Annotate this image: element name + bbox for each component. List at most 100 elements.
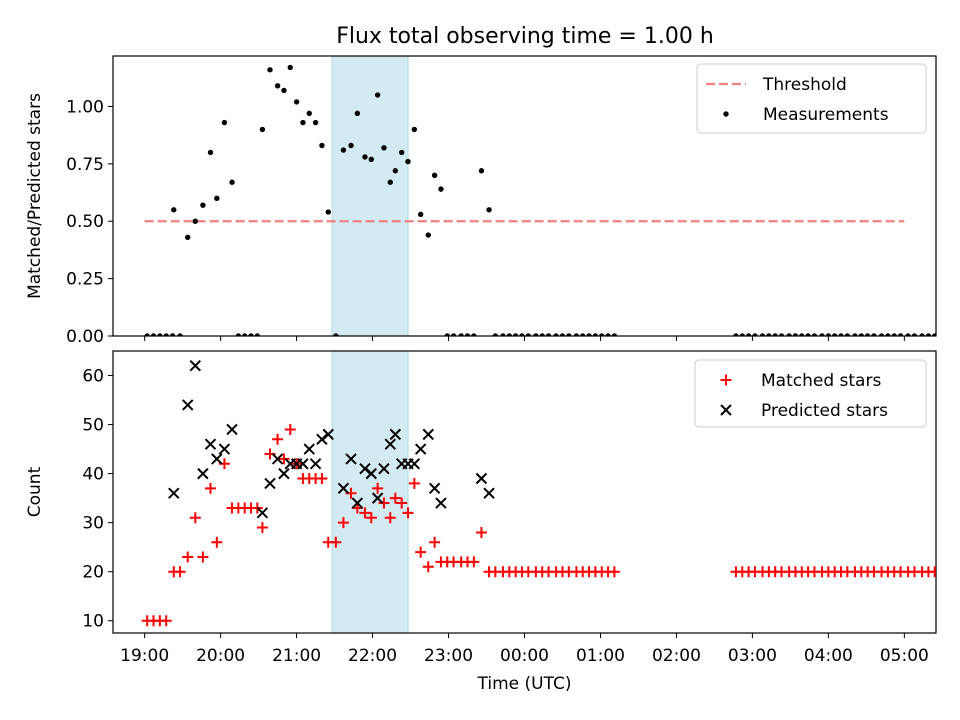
measurement-point bbox=[492, 333, 499, 336]
measurement-point bbox=[200, 202, 206, 208]
measurement-point bbox=[235, 333, 242, 336]
measurement-point bbox=[891, 333, 897, 336]
measurement-point bbox=[354, 110, 361, 117]
measurement-point bbox=[611, 333, 618, 336]
plot-area bbox=[144, 64, 936, 336]
measurement-point bbox=[852, 333, 858, 336]
y-axis-label: Count bbox=[25, 466, 45, 517]
predicted-star-point bbox=[316, 433, 328, 445]
predicted-star-point bbox=[475, 472, 488, 485]
x-axis-label: Time (UTC) bbox=[477, 674, 572, 694]
measurement-point bbox=[348, 142, 354, 149]
count-panel: 10 20 30 40 50 60 19:00 20:00 21:00 22:00 23:00 00:… bbox=[25, 350, 937, 694]
measurement-point bbox=[778, 333, 785, 336]
highlight-band bbox=[332, 56, 409, 336]
legend-threshold-label: Threshold bbox=[762, 75, 847, 95]
predicted-star-point bbox=[303, 443, 315, 455]
predicted-star-point bbox=[271, 453, 284, 465]
measurement-point bbox=[759, 333, 766, 336]
matched-star-point bbox=[429, 536, 441, 548]
y-tick-label: 40 bbox=[82, 465, 104, 485]
measurement-point bbox=[169, 333, 176, 336]
matched-star-point bbox=[182, 551, 194, 563]
measurement-point bbox=[438, 186, 444, 192]
measurement-point bbox=[362, 154, 368, 160]
measurement-point bbox=[739, 333, 745, 336]
legend-matched-label: Matched stars bbox=[761, 371, 881, 391]
measurement-point bbox=[425, 232, 431, 238]
matched-star-point bbox=[278, 453, 290, 465]
measurement-point bbox=[925, 333, 932, 336]
measurement-point bbox=[185, 234, 191, 241]
x-tick-label: 23:00 bbox=[424, 646, 473, 666]
measurement-point bbox=[267, 67, 273, 73]
predicted-star-point bbox=[204, 438, 217, 450]
x-tick-label: 20:00 bbox=[196, 646, 245, 666]
legend-bottom: Matched stars Predicted stars bbox=[694, 359, 927, 428]
predicted-star-point bbox=[197, 467, 209, 480]
measurement-point bbox=[274, 83, 281, 89]
measurement-point bbox=[287, 64, 293, 71]
legend-frame bbox=[696, 63, 927, 134]
predicted-star-point bbox=[414, 443, 427, 455]
measurement-point bbox=[254, 333, 261, 336]
measurement-point bbox=[838, 333, 844, 336]
measurement-point bbox=[573, 333, 580, 336]
measurement-point bbox=[259, 126, 266, 133]
predicted-star-point bbox=[371, 492, 384, 504]
matched-star-point bbox=[256, 522, 268, 534]
figure-title: Flux total observing time = 1.00 h bbox=[336, 24, 714, 49]
measurement-point bbox=[525, 333, 531, 336]
matched-star-point bbox=[396, 497, 408, 509]
matched-star-point bbox=[378, 497, 390, 509]
measurement-point bbox=[580, 333, 586, 336]
measurement-point bbox=[312, 119, 319, 126]
measurement-point bbox=[545, 333, 552, 336]
measurement-point bbox=[405, 158, 411, 165]
measurement-point bbox=[241, 333, 248, 336]
measurement-point bbox=[799, 333, 805, 336]
matched-star-point bbox=[608, 566, 620, 578]
x-tick-label: 00:00 bbox=[500, 646, 549, 666]
matched-star-point bbox=[197, 551, 209, 563]
y-tick-label: 10 bbox=[82, 612, 104, 632]
measurement-point bbox=[932, 333, 936, 336]
x-tick-label: 03:00 bbox=[728, 646, 777, 666]
measurement-point bbox=[919, 333, 925, 336]
matched-star-point bbox=[365, 512, 377, 524]
measurement-point bbox=[885, 333, 891, 336]
measurement-point bbox=[478, 168, 485, 174]
x-tick-label: 19:00 bbox=[120, 646, 169, 666]
measurement-point bbox=[605, 333, 611, 336]
measurement-point bbox=[805, 333, 811, 336]
measurement-point bbox=[486, 207, 492, 213]
matched-star-point bbox=[372, 482, 384, 494]
matched-star-point bbox=[475, 526, 487, 538]
measurement-point bbox=[340, 147, 347, 153]
matched-star-point bbox=[174, 566, 186, 578]
measurement-point bbox=[500, 333, 506, 336]
predicted-star-point bbox=[359, 462, 371, 475]
measurement-point bbox=[392, 168, 399, 174]
matched-star-point bbox=[415, 546, 427, 558]
measurement-point bbox=[864, 333, 871, 336]
predicted-star-point bbox=[218, 443, 231, 455]
measurement-point bbox=[333, 333, 339, 336]
predicted-star-point bbox=[384, 438, 396, 450]
matched-star-point bbox=[316, 473, 328, 485]
measurement-point bbox=[398, 149, 405, 156]
predicted-star-point bbox=[278, 467, 290, 480]
predicted-star-point bbox=[322, 428, 334, 441]
predicted-star-point bbox=[264, 477, 276, 490]
measurement-point bbox=[411, 126, 418, 133]
measurement-point bbox=[417, 211, 424, 218]
legend-matched-swatch bbox=[720, 374, 732, 386]
measurement-point bbox=[207, 149, 214, 156]
highlight-band bbox=[332, 351, 409, 633]
legend-predicted-label: Predicted stars bbox=[761, 401, 888, 421]
measurement-point bbox=[811, 333, 818, 336]
y-tick-label: 20 bbox=[82, 563, 104, 583]
matched-star-point bbox=[384, 512, 396, 524]
matched-star-point bbox=[330, 536, 342, 548]
